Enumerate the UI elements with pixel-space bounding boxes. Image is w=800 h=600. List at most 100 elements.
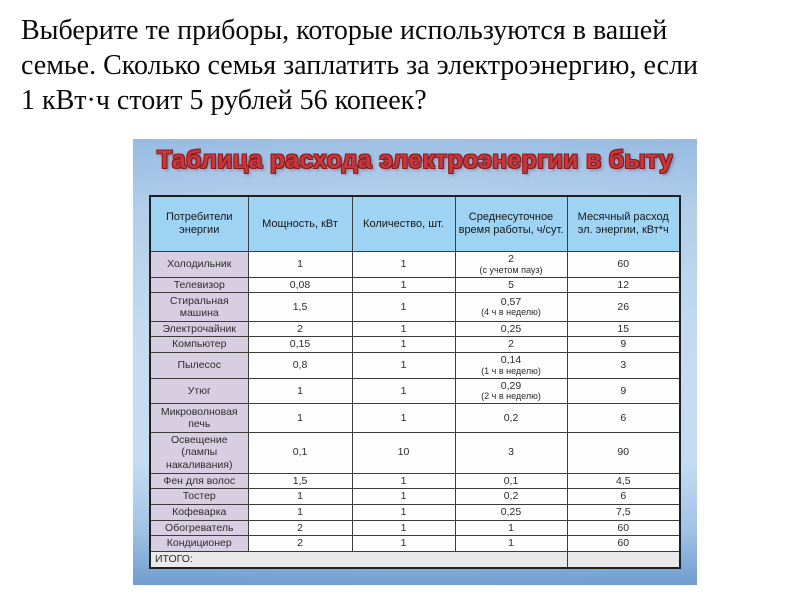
table-row: Утюг 1 1 0,29 (2 ч в неделю) 9 xyxy=(149,377,681,405)
table-row: Кофеварка 1 1 0,25 7,5 xyxy=(149,503,681,521)
cell-daily-time: 5 xyxy=(454,276,568,294)
table-row: Телевизор 0,08 1 5 12 xyxy=(149,276,681,294)
daily-time-note: (с учетом пауз) xyxy=(479,264,543,275)
cell-monthly-kwh: 15 xyxy=(566,320,681,338)
daily-time-value: 1 xyxy=(508,537,514,550)
cell-monthly-kwh: 3 xyxy=(566,351,681,379)
table-row: Компьютер 0,15 1 2 9 xyxy=(149,336,681,353)
cell-appliance-name: Телевизор xyxy=(149,276,249,294)
total-value xyxy=(566,551,681,569)
slide-panel: Таблица расхода электроэнергии в быту По… xyxy=(133,139,697,585)
cell-power-kw: 0,15 xyxy=(247,336,353,353)
daily-time-note: (1 ч в неделю) xyxy=(481,365,541,376)
daily-time-value: 2 xyxy=(508,338,514,351)
cell-daily-time: 0,25 xyxy=(454,320,568,338)
cell-monthly-kwh: 60 xyxy=(566,519,681,537)
cell-daily-time: 2 xyxy=(454,336,568,353)
daily-time-note: (4 ч в неделю) xyxy=(481,307,541,318)
daily-time-value: 0,2 xyxy=(503,411,519,424)
cell-daily-time: 2 (с учетом пауз) xyxy=(454,251,568,278)
cell-appliance-name: Освещение (лампы накаливания) xyxy=(149,431,249,474)
cell-monthly-kwh: 90 xyxy=(566,431,681,474)
daily-time-value: 2 xyxy=(508,253,514,266)
cell-power-kw: 1 xyxy=(247,377,353,405)
cell-monthly-kwh: 26 xyxy=(566,292,681,322)
table-row: Стиральная машина 1,5 1 0,57 (4 ч в неде… xyxy=(149,292,681,322)
cell-appliance-name: Пылесос xyxy=(149,351,249,379)
cell-appliance-name: Обогреватель xyxy=(149,519,249,537)
daily-time-value: 0,29 xyxy=(500,379,522,392)
cell-quantity: 1 xyxy=(351,488,456,505)
consumption-table-body: Холодильник 1 1 2 (с учетом пауз) 60 Тел… xyxy=(149,251,681,552)
cell-monthly-kwh: 12 xyxy=(566,276,681,294)
table-row: Обогреватель 2 1 1 60 xyxy=(149,519,681,537)
table-row: Кондиционер 2 1 1 60 xyxy=(149,535,681,552)
daily-time-value: 0,1 xyxy=(503,474,519,487)
cell-power-kw: 1 xyxy=(247,251,353,278)
table-row: Холодильник 1 1 2 (с учетом пауз) 60 xyxy=(149,251,681,278)
table-row: Тостер 1 1 0,2 6 xyxy=(149,488,681,505)
cell-daily-time: 1 xyxy=(454,535,568,552)
cell-daily-time: 0,57 (4 ч в неделю) xyxy=(454,292,568,322)
cell-power-kw: 1 xyxy=(247,403,353,433)
col-header-daily-time: Среднесуточное время работы, ч/сут. xyxy=(454,195,568,252)
cell-appliance-name: Кондиционер xyxy=(149,535,249,552)
cell-monthly-kwh: 6 xyxy=(566,488,681,505)
cell-quantity: 1 xyxy=(351,320,456,338)
daily-time-value: 0,25 xyxy=(500,322,522,335)
col-header-monthly-use: Месячный расход эл. энергии, кВт*ч xyxy=(566,195,681,252)
cell-appliance-name: Тостер xyxy=(149,488,249,505)
cell-daily-time: 0,1 xyxy=(454,472,568,490)
energy-consumption-table: Потребители энергии Мощность, кВт Количе… xyxy=(149,195,681,569)
cell-quantity: 1 xyxy=(351,377,456,405)
cell-daily-time: 0,29 (2 ч в неделю) xyxy=(454,377,568,405)
cell-monthly-kwh: 7,5 xyxy=(566,503,681,521)
cell-daily-time: 0,25 xyxy=(454,503,568,521)
daily-time-value: 0,25 xyxy=(500,506,522,519)
cell-power-kw: 1,5 xyxy=(247,472,353,490)
cell-quantity: 1 xyxy=(351,292,456,322)
cell-quantity: 10 xyxy=(351,431,456,474)
cell-quantity: 1 xyxy=(351,472,456,490)
cell-appliance-name: Утюг xyxy=(149,377,249,405)
cell-power-kw: 0,1 xyxy=(247,431,353,474)
total-row: ИТОГО: xyxy=(149,551,681,569)
daily-time-value: 5 xyxy=(508,278,514,291)
slide-title: Таблица расхода электроэнергии в быту xyxy=(157,146,673,174)
col-header-power: Мощность, кВт xyxy=(247,195,353,252)
cell-power-kw: 2 xyxy=(247,535,353,552)
cell-power-kw: 1 xyxy=(247,488,353,505)
cell-quantity: 1 xyxy=(351,535,456,552)
table-row: Микроволновая печь 1 1 0,2 6 xyxy=(149,403,681,433)
cell-quantity: 1 xyxy=(351,519,456,537)
question-line-1: Выберите те приборы, которые используютс… xyxy=(21,15,668,46)
cell-monthly-kwh: 4,5 xyxy=(566,472,681,490)
cell-power-kw: 0,08 xyxy=(247,276,353,294)
col-header-consumers: Потребители энергии xyxy=(149,195,249,252)
cell-daily-time: 1 xyxy=(454,519,568,537)
cell-power-kw: 2 xyxy=(247,320,353,338)
cell-appliance-name: Стиральная машина xyxy=(149,292,249,322)
daily-time-value: 1 xyxy=(508,521,514,534)
total-label: ИТОГО: xyxy=(149,551,568,569)
cell-quantity: 1 xyxy=(351,251,456,278)
cell-appliance-name: Холодильник xyxy=(149,251,249,278)
daily-time-value: 3 xyxy=(508,446,514,459)
cell-daily-time: 0,14 (1 ч в неделю) xyxy=(454,351,568,379)
cell-quantity: 1 xyxy=(351,336,456,353)
question-text: Выберите те приборы, которые используютс… xyxy=(21,13,791,118)
daily-time-value: 0,14 xyxy=(500,354,522,367)
cell-monthly-kwh: 9 xyxy=(566,377,681,405)
cell-monthly-kwh: 60 xyxy=(566,251,681,278)
table-row: Пылесос 0,8 1 0,14 (1 ч в неделю) 3 xyxy=(149,351,681,379)
cell-daily-time: 3 xyxy=(454,431,568,474)
col-header-quantity: Количество, шт. xyxy=(351,195,456,252)
cell-appliance-name: Микроволновая печь xyxy=(149,403,249,433)
question-line-2: семье. Сколько семья заплатить за электр… xyxy=(21,50,698,81)
daily-time-value: 0,2 xyxy=(503,490,519,503)
cell-appliance-name: Компьютер xyxy=(149,336,249,353)
cell-quantity: 1 xyxy=(351,276,456,294)
cell-daily-time: 0,2 xyxy=(454,403,568,433)
table-row: Освещение (лампы накаливания) 0,1 10 3 9… xyxy=(149,431,681,474)
